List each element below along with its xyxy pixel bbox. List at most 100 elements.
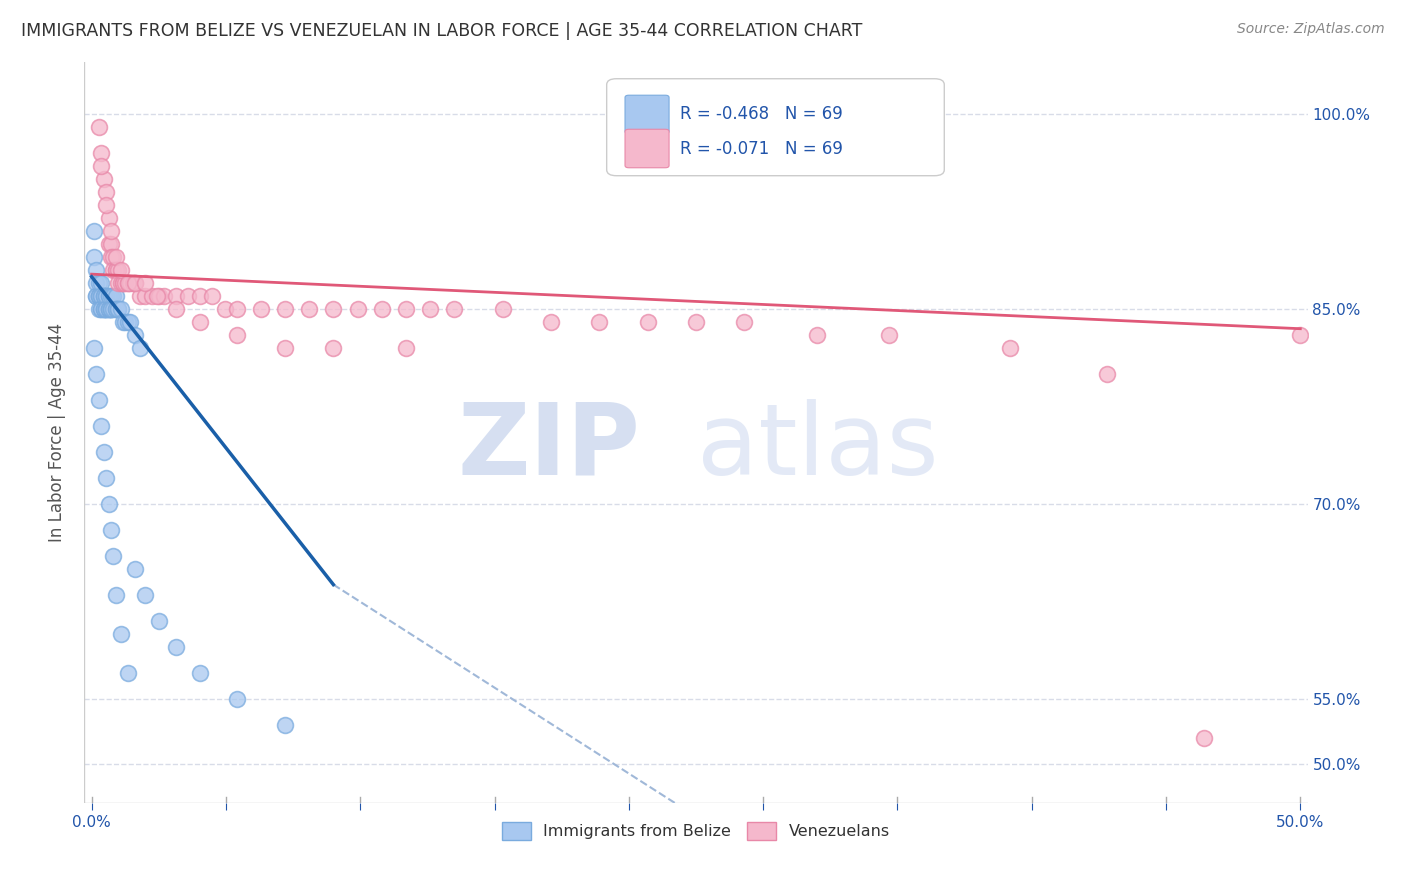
Point <box>112 277 135 291</box>
FancyBboxPatch shape <box>626 129 669 168</box>
Point <box>129 289 152 303</box>
Point <box>93 302 115 317</box>
Point <box>225 692 247 706</box>
Point <box>104 302 127 317</box>
Point <box>87 302 110 317</box>
Point <box>87 289 110 303</box>
Point <box>112 315 135 329</box>
Point <box>83 250 105 264</box>
Point <box>90 289 112 303</box>
Point <box>100 302 122 317</box>
Point <box>491 302 513 317</box>
Point <box>214 302 236 317</box>
Point <box>90 302 112 317</box>
Point <box>346 302 368 317</box>
Point <box>165 640 187 654</box>
Point <box>190 315 212 329</box>
Text: R = -0.071   N = 69: R = -0.071 N = 69 <box>681 139 844 158</box>
Point <box>806 328 828 343</box>
Point <box>100 224 122 238</box>
Point <box>94 198 117 212</box>
Point <box>93 302 115 317</box>
Point <box>86 263 108 277</box>
Point <box>86 367 108 381</box>
Point <box>134 289 156 303</box>
Point <box>93 302 115 317</box>
Point <box>148 289 170 303</box>
Point <box>250 302 273 317</box>
Point <box>93 289 115 303</box>
Point <box>104 250 127 264</box>
Point <box>107 263 129 277</box>
Point <box>148 614 170 628</box>
Point <box>100 237 122 252</box>
Point <box>117 665 139 680</box>
Point <box>124 277 146 291</box>
Point <box>100 523 122 537</box>
Text: atlas: atlas <box>697 399 939 496</box>
Point <box>177 289 200 303</box>
Point <box>110 302 132 317</box>
Point <box>94 289 117 303</box>
Point <box>100 250 122 264</box>
Point <box>83 224 105 238</box>
Y-axis label: In Labor Force | Age 35-44: In Labor Force | Age 35-44 <box>48 323 66 542</box>
Point <box>110 263 132 277</box>
Point <box>103 250 125 264</box>
Text: ZIP: ZIP <box>458 399 641 496</box>
Point <box>97 289 120 303</box>
Point <box>419 302 441 317</box>
Point <box>100 289 122 303</box>
Point <box>93 289 115 303</box>
Point <box>298 302 321 317</box>
Point <box>87 289 110 303</box>
Point <box>97 237 120 252</box>
Point <box>117 277 139 291</box>
Point <box>274 302 297 317</box>
FancyBboxPatch shape <box>606 78 945 176</box>
Point <box>124 328 146 343</box>
Point <box>104 263 127 277</box>
Point <box>90 289 112 303</box>
Point <box>100 302 122 317</box>
Point <box>97 211 120 226</box>
Point <box>153 289 176 303</box>
Text: R = -0.468   N = 69: R = -0.468 N = 69 <box>681 105 842 123</box>
Point <box>112 277 135 291</box>
Point <box>322 302 344 317</box>
Point <box>104 302 127 317</box>
Point <box>733 315 755 329</box>
Point <box>107 302 129 317</box>
Point <box>110 277 132 291</box>
Point <box>110 627 132 641</box>
Point <box>395 302 418 317</box>
Point <box>114 277 136 291</box>
Point <box>90 419 112 434</box>
Point <box>120 277 142 291</box>
Point <box>370 302 392 317</box>
Point <box>103 263 125 277</box>
Point <box>146 289 169 303</box>
Point <box>90 146 112 161</box>
Point <box>134 588 156 602</box>
Point <box>104 588 127 602</box>
Point <box>97 289 120 303</box>
Point <box>274 341 297 355</box>
Point <box>94 302 117 317</box>
Point <box>129 341 152 355</box>
Point <box>879 328 901 343</box>
Point <box>94 302 117 317</box>
Point <box>90 159 112 173</box>
Point <box>90 277 112 291</box>
Point <box>443 302 465 317</box>
Point <box>97 302 120 317</box>
Point <box>274 718 297 732</box>
Point <box>86 289 108 303</box>
Point <box>107 277 129 291</box>
Point <box>97 302 120 317</box>
Point <box>141 289 163 303</box>
Point <box>588 315 610 329</box>
Point <box>103 289 125 303</box>
Point <box>1095 367 1118 381</box>
Point <box>94 289 117 303</box>
